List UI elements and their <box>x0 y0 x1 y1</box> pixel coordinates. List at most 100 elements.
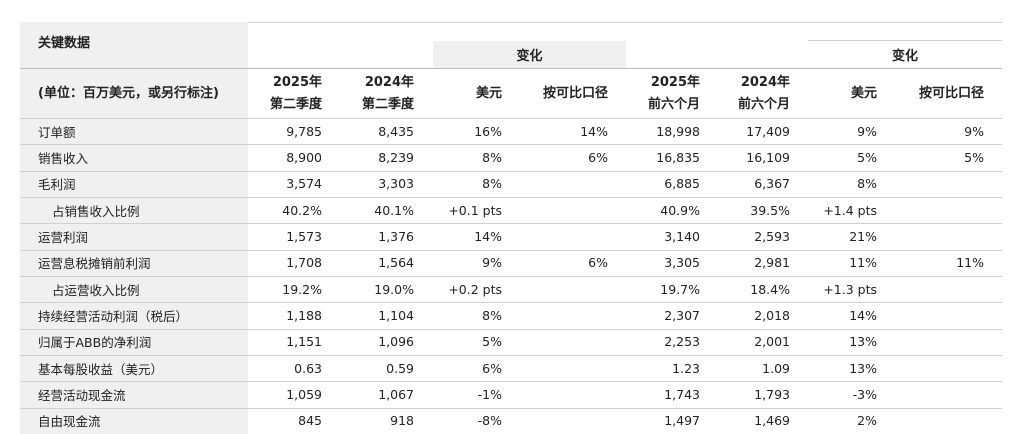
header-line: (单位：百万美元，或另行标注) <box>38 85 219 101</box>
row-rule <box>20 275 1002 277</box>
cell-value: 6% <box>482 360 502 376</box>
top-rule <box>20 22 1002 23</box>
cell-value: 8% <box>482 307 502 323</box>
cell-value: 0.63 <box>294 360 322 376</box>
cell-value: 2,253 <box>664 334 700 350</box>
cell-value: 1,188 <box>286 307 322 323</box>
cell-value: 2% <box>857 413 877 429</box>
cell-value: 8% <box>857 176 877 192</box>
cell-value: 19.0% <box>374 281 414 297</box>
cell-value: 16,835 <box>656 149 700 165</box>
cell-value: 3,303 <box>378 176 414 192</box>
cell-value: 6% <box>588 255 608 271</box>
cell-value: 11% <box>956 255 984 271</box>
cell-value: 9% <box>857 123 877 139</box>
row-label: 自由现金流 <box>38 414 101 430</box>
row-label: 持续经营活动利润（税后） <box>38 308 189 324</box>
column-header: 美元 <box>808 69 895 118</box>
row-label: 运营利润 <box>38 229 89 245</box>
cell-value: +1.4 pts <box>823 202 877 218</box>
header-line: 第二季度 <box>269 96 322 112</box>
cell-value: 16,109 <box>746 149 790 165</box>
cell-value: 1.09 <box>762 360 790 376</box>
group-header: 变化 <box>433 41 626 68</box>
cell-value: 0.59 <box>386 360 414 376</box>
cell-value: 40.2% <box>282 202 322 218</box>
row-rule <box>20 223 1002 225</box>
row-rule <box>20 144 1002 146</box>
cell-value: 1,104 <box>378 307 414 323</box>
group-header: 变化 <box>891 49 918 64</box>
column-header: 按可比口径 <box>520 69 626 118</box>
cell-value: 8% <box>482 149 502 165</box>
row-rule <box>20 196 1002 198</box>
cell-value: -3% <box>852 386 877 402</box>
row-rule <box>20 118 1002 119</box>
row-rule <box>20 381 1002 383</box>
row-rule <box>20 407 1002 409</box>
cell-value: 8,435 <box>378 123 414 139</box>
cell-value: 17,409 <box>746 123 790 139</box>
cell-value: 845 <box>298 413 322 429</box>
header-line: 按可比口径 <box>918 85 984 101</box>
cell-value: 16% <box>474 123 502 139</box>
cell-value: 3,305 <box>664 255 700 271</box>
cell-value: 9% <box>482 255 502 271</box>
cell-value: -1% <box>477 386 502 402</box>
cell-value: 2,593 <box>754 228 790 244</box>
cell-value: 19.7% <box>660 281 700 297</box>
column-header: 2024年 第二季度 <box>340 69 432 118</box>
cell-value: 3,140 <box>664 228 700 244</box>
cell-value: 21% <box>849 228 877 244</box>
cell-value: 40.1% <box>374 202 414 218</box>
row-label: 基本每股收益（美元） <box>38 361 164 377</box>
cell-value: 1,497 <box>664 413 700 429</box>
header-line: 2024年 <box>740 74 790 90</box>
cell-value: 9,785 <box>286 123 322 139</box>
cell-value: 1,708 <box>286 255 322 271</box>
cell-value: 1,793 <box>754 386 790 402</box>
cell-value: 5% <box>964 149 984 165</box>
row-rule <box>20 302 1002 304</box>
cell-value: 11% <box>849 255 877 271</box>
header-line: 2025年 <box>272 74 322 90</box>
column-header: 2025年第二季度 <box>248 69 340 118</box>
cell-value: 19.2% <box>282 281 322 297</box>
cell-value: 13% <box>849 334 877 350</box>
row-label: 占销售收入比例 <box>52 203 140 219</box>
cell-value: 5% <box>482 334 502 350</box>
row-rule <box>20 170 1002 172</box>
label-column-bg <box>20 22 248 434</box>
cell-value: +0.2 pts <box>448 281 502 297</box>
header-line: 前六个月 <box>737 96 790 112</box>
row-label: 运营息税摊销前利润 <box>38 256 151 272</box>
cell-value: +1.3 pts <box>823 281 877 297</box>
cell-value: 8% <box>482 176 502 192</box>
header-line: 第二季度 <box>361 96 414 112</box>
cell-value: -8% <box>477 413 502 429</box>
row-label: 销售收入 <box>38 150 89 166</box>
header-rule <box>20 68 1002 69</box>
cell-value: 1,376 <box>378 228 414 244</box>
cell-value: 2,001 <box>754 334 790 350</box>
column-header: 2025年 前六个月 <box>626 69 718 118</box>
row-label: 归属于ABB的净利润 <box>38 335 152 351</box>
row-label: 经营活动现金流 <box>38 387 126 403</box>
cell-value: 14% <box>580 123 608 139</box>
cell-value: 2,981 <box>754 255 790 271</box>
cell-value: 1,743 <box>664 386 700 402</box>
cell-value: 2,018 <box>754 307 790 323</box>
cell-value: 1,564 <box>378 255 414 271</box>
row-label: 占运营收入比例 <box>52 282 140 298</box>
cell-value: +0.1 pts <box>448 202 502 218</box>
row-label: 毛利润 <box>38 177 76 193</box>
header-line: 前六个月 <box>647 96 700 112</box>
cell-value: 3,574 <box>286 176 322 192</box>
cell-value: 39.5% <box>750 202 790 218</box>
row-rule <box>20 354 1002 356</box>
cell-value: 18.4% <box>750 281 790 297</box>
cell-value: 8,239 <box>378 149 414 165</box>
cell-value: 5% <box>857 149 877 165</box>
cell-value: 40.9% <box>660 202 700 218</box>
